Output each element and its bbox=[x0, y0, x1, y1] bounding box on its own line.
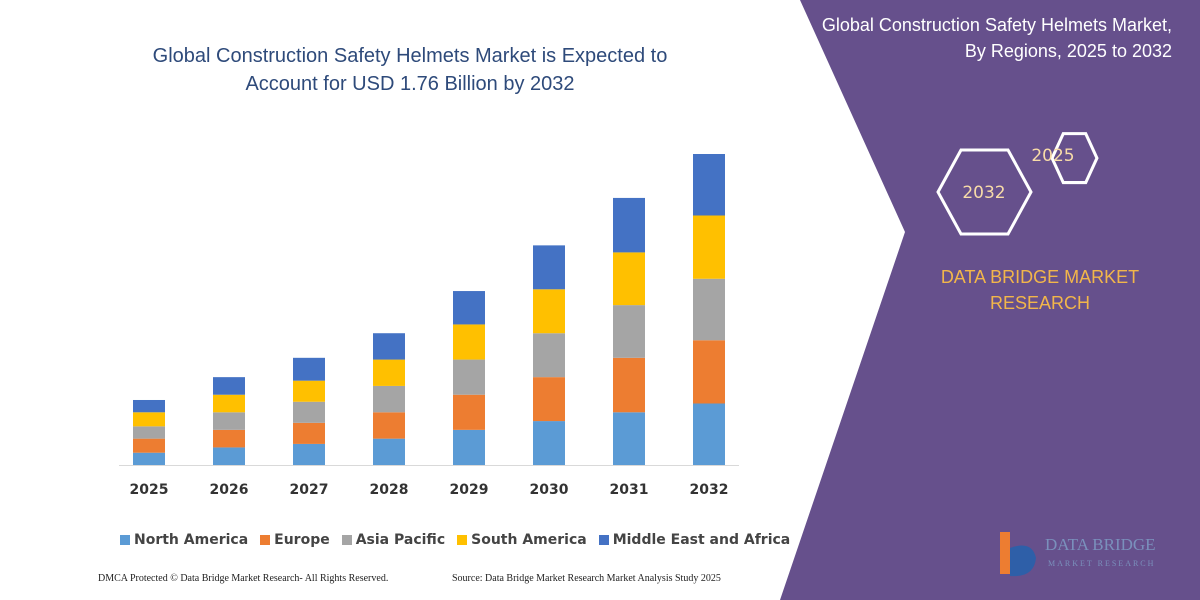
bar-segment bbox=[133, 426, 165, 439]
side-panel bbox=[780, 0, 1200, 600]
bar-segment bbox=[533, 289, 565, 334]
bar-segment bbox=[213, 429, 245, 448]
bar-segment bbox=[293, 357, 325, 381]
chart-title: Global Construction Safety Helmets Marke… bbox=[152, 45, 668, 95]
hexagon-label: 2032 bbox=[962, 183, 1005, 203]
bar-segment bbox=[133, 412, 165, 427]
legend-swatch bbox=[457, 535, 468, 545]
bar-segment bbox=[213, 377, 245, 395]
legend-swatch bbox=[598, 535, 609, 545]
legend-item: Europe bbox=[260, 532, 330, 548]
legend-item: South America bbox=[457, 532, 587, 548]
legend-label: South America bbox=[471, 532, 587, 548]
x-tick-label: 2027 bbox=[290, 482, 329, 498]
bar-segment bbox=[533, 421, 565, 465]
bar-segment bbox=[373, 385, 405, 413]
bar-segment bbox=[373, 412, 405, 439]
bar-segment bbox=[213, 447, 245, 465]
logo-tagline: MARKET RESEARCH bbox=[1048, 559, 1155, 568]
legend-item: Asia Pacific bbox=[341, 532, 446, 548]
logo-mark bbox=[1010, 545, 1036, 577]
x-tick-label: 2031 bbox=[610, 482, 649, 498]
bar-segment bbox=[693, 278, 725, 341]
bar-segment bbox=[613, 305, 645, 358]
bar-segment bbox=[133, 399, 165, 413]
bar-segment bbox=[133, 452, 165, 465]
bar-segment bbox=[293, 380, 325, 402]
legend-label: Asia Pacific bbox=[355, 532, 446, 548]
bar-segment bbox=[693, 154, 725, 216]
x-tick-label: 2029 bbox=[450, 482, 489, 498]
legend-label: Middle East and Africa bbox=[612, 532, 791, 548]
footer-source: Source: Data Bridge Market Research Mark… bbox=[452, 573, 721, 584]
hexagon bbox=[936, 148, 1033, 236]
bar-segment bbox=[613, 252, 645, 306]
bar-segment bbox=[533, 377, 565, 422]
x-tick-label: 2026 bbox=[210, 482, 249, 498]
bar-segment bbox=[213, 412, 245, 430]
bar-segment bbox=[213, 394, 245, 413]
legend-label: North America bbox=[134, 532, 249, 548]
bar-segment bbox=[293, 443, 325, 465]
legend-label: Europe bbox=[274, 532, 330, 548]
bar-segment bbox=[373, 359, 405, 386]
bar-segment bbox=[453, 359, 485, 395]
hexagon bbox=[1050, 132, 1099, 185]
bar-segment bbox=[613, 412, 645, 465]
bar-segment bbox=[533, 333, 565, 378]
bar-segment bbox=[373, 333, 405, 360]
brand: DATA BRIDGE MARKET RESEARCH bbox=[940, 267, 1140, 313]
legend-swatch bbox=[341, 535, 352, 545]
x-tick-label: 2028 bbox=[370, 482, 409, 498]
bar-segment bbox=[453, 394, 485, 430]
panel-title: Global Construction Safety Helmets Marke… bbox=[821, 15, 1172, 61]
bar-segment bbox=[453, 429, 485, 465]
hexagon-label: 2025 bbox=[1031, 146, 1074, 166]
footer-copyright: DMCA Protected © Data Bridge Market Rese… bbox=[98, 573, 389, 584]
bar-segment bbox=[373, 438, 405, 465]
bar-segment bbox=[133, 438, 165, 453]
legend: North America Europe Asia Pacific South Ame… bbox=[120, 532, 790, 548]
legend-item: Middle East and Africa bbox=[598, 532, 791, 548]
legend-swatch bbox=[120, 535, 130, 545]
bar-segment bbox=[293, 401, 325, 423]
logo-name: DATA BRIDGE bbox=[1045, 535, 1156, 554]
bar-segment bbox=[693, 340, 725, 404]
legend-item: North America bbox=[120, 532, 248, 548]
x-tick-label: 2030 bbox=[530, 482, 569, 498]
logo: DATA BRIDGE MARKET RESEARCH bbox=[1000, 532, 1156, 577]
bar-segment bbox=[693, 403, 725, 465]
bar-segment bbox=[453, 324, 485, 360]
bar-segment bbox=[693, 215, 725, 279]
bar-segment bbox=[613, 197, 645, 253]
bar-segment bbox=[293, 422, 325, 444]
logo-mark bbox=[1000, 532, 1010, 574]
bar-segment bbox=[453, 291, 485, 325]
x-tick-label: 2032 bbox=[690, 482, 729, 498]
legend-swatch bbox=[260, 535, 271, 545]
x-tick-label: 2025 bbox=[130, 482, 169, 498]
bar-segment bbox=[533, 245, 565, 290]
bar-segment bbox=[613, 357, 645, 413]
